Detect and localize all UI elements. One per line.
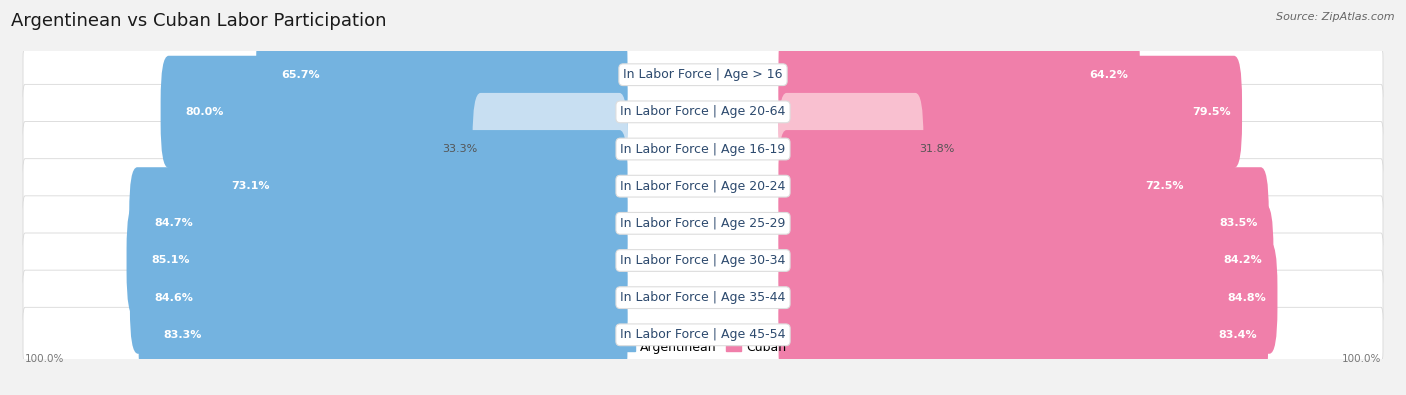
- Text: 72.5%: 72.5%: [1146, 181, 1184, 191]
- FancyBboxPatch shape: [22, 270, 1384, 325]
- Text: 83.3%: 83.3%: [163, 330, 201, 340]
- Text: In Labor Force | Age 16-19: In Labor Force | Age 16-19: [620, 143, 786, 156]
- Text: Argentinean vs Cuban Labor Participation: Argentinean vs Cuban Labor Participation: [11, 12, 387, 30]
- Text: 33.3%: 33.3%: [441, 144, 477, 154]
- FancyBboxPatch shape: [22, 122, 1384, 177]
- FancyBboxPatch shape: [779, 279, 1268, 391]
- Text: 31.8%: 31.8%: [918, 144, 955, 154]
- FancyBboxPatch shape: [139, 279, 627, 391]
- FancyBboxPatch shape: [22, 47, 1384, 102]
- FancyBboxPatch shape: [472, 93, 627, 205]
- Text: Source: ZipAtlas.com: Source: ZipAtlas.com: [1277, 12, 1395, 22]
- Text: 65.7%: 65.7%: [281, 70, 319, 80]
- FancyBboxPatch shape: [779, 56, 1241, 168]
- FancyBboxPatch shape: [779, 204, 1274, 317]
- FancyBboxPatch shape: [127, 204, 627, 317]
- FancyBboxPatch shape: [256, 19, 627, 131]
- Text: In Labor Force | Age > 16: In Labor Force | Age > 16: [623, 68, 783, 81]
- Text: 84.6%: 84.6%: [155, 293, 194, 303]
- Text: 84.8%: 84.8%: [1227, 293, 1265, 303]
- FancyBboxPatch shape: [779, 130, 1195, 242]
- Text: 100.0%: 100.0%: [1341, 354, 1381, 364]
- FancyBboxPatch shape: [779, 93, 924, 205]
- Text: In Labor Force | Age 30-34: In Labor Force | Age 30-34: [620, 254, 786, 267]
- FancyBboxPatch shape: [207, 130, 627, 242]
- Text: In Labor Force | Age 35-44: In Labor Force | Age 35-44: [620, 291, 786, 304]
- Text: In Labor Force | Age 45-54: In Labor Force | Age 45-54: [620, 328, 786, 341]
- Text: 84.2%: 84.2%: [1223, 256, 1263, 265]
- Text: 85.1%: 85.1%: [152, 256, 190, 265]
- Text: 79.5%: 79.5%: [1192, 107, 1230, 117]
- Text: 83.4%: 83.4%: [1218, 330, 1257, 340]
- Text: 100.0%: 100.0%: [25, 354, 65, 364]
- Text: In Labor Force | Age 25-29: In Labor Force | Age 25-29: [620, 217, 786, 230]
- Text: 80.0%: 80.0%: [186, 107, 224, 117]
- FancyBboxPatch shape: [22, 307, 1384, 362]
- Text: In Labor Force | Age 20-24: In Labor Force | Age 20-24: [620, 180, 786, 193]
- FancyBboxPatch shape: [779, 19, 1140, 131]
- Text: 64.2%: 64.2%: [1090, 70, 1129, 80]
- FancyBboxPatch shape: [779, 167, 1268, 279]
- FancyBboxPatch shape: [22, 233, 1384, 288]
- FancyBboxPatch shape: [779, 242, 1278, 354]
- Text: 73.1%: 73.1%: [232, 181, 270, 191]
- Legend: Argentinean, Cuban: Argentinean, Cuban: [614, 336, 792, 359]
- FancyBboxPatch shape: [22, 85, 1384, 139]
- Text: 84.7%: 84.7%: [153, 218, 193, 228]
- FancyBboxPatch shape: [129, 167, 627, 279]
- FancyBboxPatch shape: [22, 196, 1384, 251]
- Text: In Labor Force | Age 20-64: In Labor Force | Age 20-64: [620, 105, 786, 118]
- FancyBboxPatch shape: [160, 56, 627, 168]
- FancyBboxPatch shape: [129, 242, 627, 354]
- Text: 83.5%: 83.5%: [1219, 218, 1257, 228]
- FancyBboxPatch shape: [22, 159, 1384, 214]
